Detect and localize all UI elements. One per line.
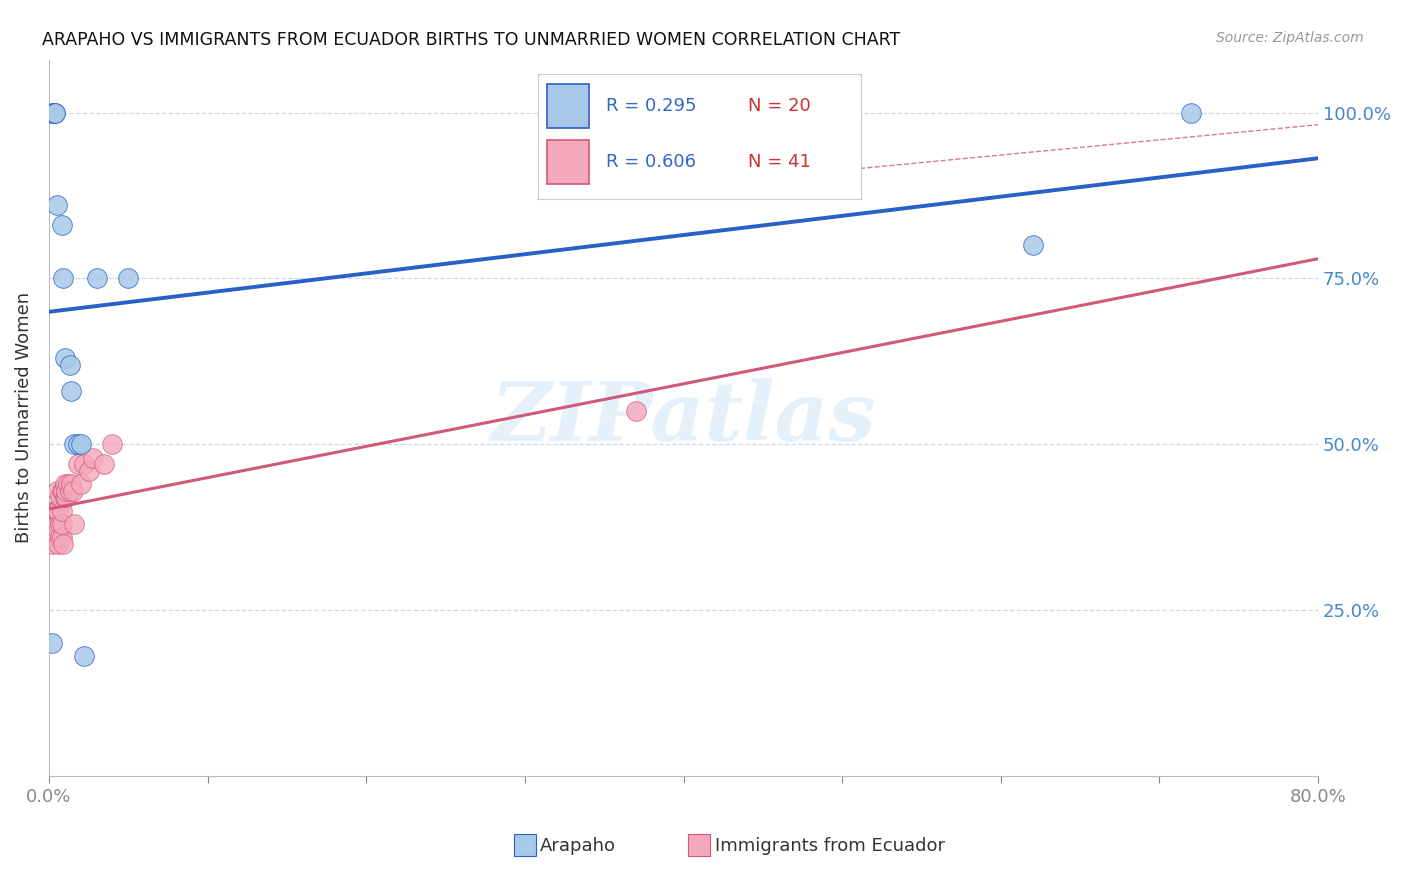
Point — [1180, 105, 1202, 120]
Y-axis label: Births to Unmarried Women: Births to Unmarried Women — [15, 293, 32, 543]
Point — [62, 483, 84, 498]
Point — [51, 516, 73, 531]
Point — [42, 516, 65, 531]
Text: ZIPatlas: ZIPatlas — [491, 377, 876, 458]
Point — [73, 649, 96, 664]
Point — [52, 537, 75, 551]
Point — [63, 437, 86, 451]
Point — [73, 457, 96, 471]
Point — [56, 477, 79, 491]
Point — [53, 351, 76, 365]
Point — [51, 503, 73, 517]
Point — [42, 503, 65, 517]
Point — [48, 537, 70, 551]
Point — [44, 503, 66, 517]
Point — [52, 483, 75, 498]
Point — [66, 457, 89, 471]
Point — [69, 437, 91, 451]
Point — [60, 477, 83, 491]
Point — [44, 105, 66, 120]
Point — [66, 437, 89, 451]
Point — [69, 477, 91, 491]
Point — [53, 477, 76, 491]
Point — [1021, 238, 1043, 252]
Point — [45, 503, 67, 517]
Point — [77, 464, 100, 478]
Point — [44, 105, 66, 120]
Point — [41, 537, 63, 551]
Point — [55, 483, 77, 498]
Point — [117, 271, 139, 285]
Point — [58, 483, 80, 498]
Point — [49, 530, 72, 544]
Point — [53, 491, 76, 505]
Point — [49, 491, 72, 505]
Point — [41, 524, 63, 538]
Point — [52, 271, 75, 285]
Point — [101, 437, 124, 451]
Point — [58, 358, 80, 372]
Point — [86, 271, 108, 285]
Text: Source: ZipAtlas.com: Source: ZipAtlas.com — [1216, 31, 1364, 45]
Text: ARAPAHO VS IMMIGRANTS FROM ECUADOR BIRTHS TO UNMARRIED WOMEN CORRELATION CHART: ARAPAHO VS IMMIGRANTS FROM ECUADOR BIRTH… — [42, 31, 900, 49]
Point — [45, 483, 67, 498]
Point — [41, 105, 63, 120]
Point — [44, 524, 66, 538]
Point — [45, 198, 67, 212]
Point — [42, 105, 65, 120]
Point — [51, 483, 73, 498]
Point — [49, 516, 72, 531]
Point — [60, 384, 83, 399]
Point — [63, 516, 86, 531]
Point — [42, 530, 65, 544]
Point — [93, 457, 115, 471]
Point — [42, 105, 65, 120]
Text: Arapaho: Arapaho — [540, 837, 616, 855]
Point — [41, 636, 63, 650]
Point — [39, 516, 62, 531]
Point — [82, 450, 104, 465]
Point — [48, 503, 70, 517]
Point — [45, 516, 67, 531]
Point — [624, 404, 647, 418]
Point — [55, 491, 77, 505]
Point — [48, 524, 70, 538]
Point — [51, 530, 73, 544]
Point — [51, 219, 73, 233]
Point — [45, 530, 67, 544]
Text: Immigrants from Ecuador: Immigrants from Ecuador — [714, 837, 945, 855]
